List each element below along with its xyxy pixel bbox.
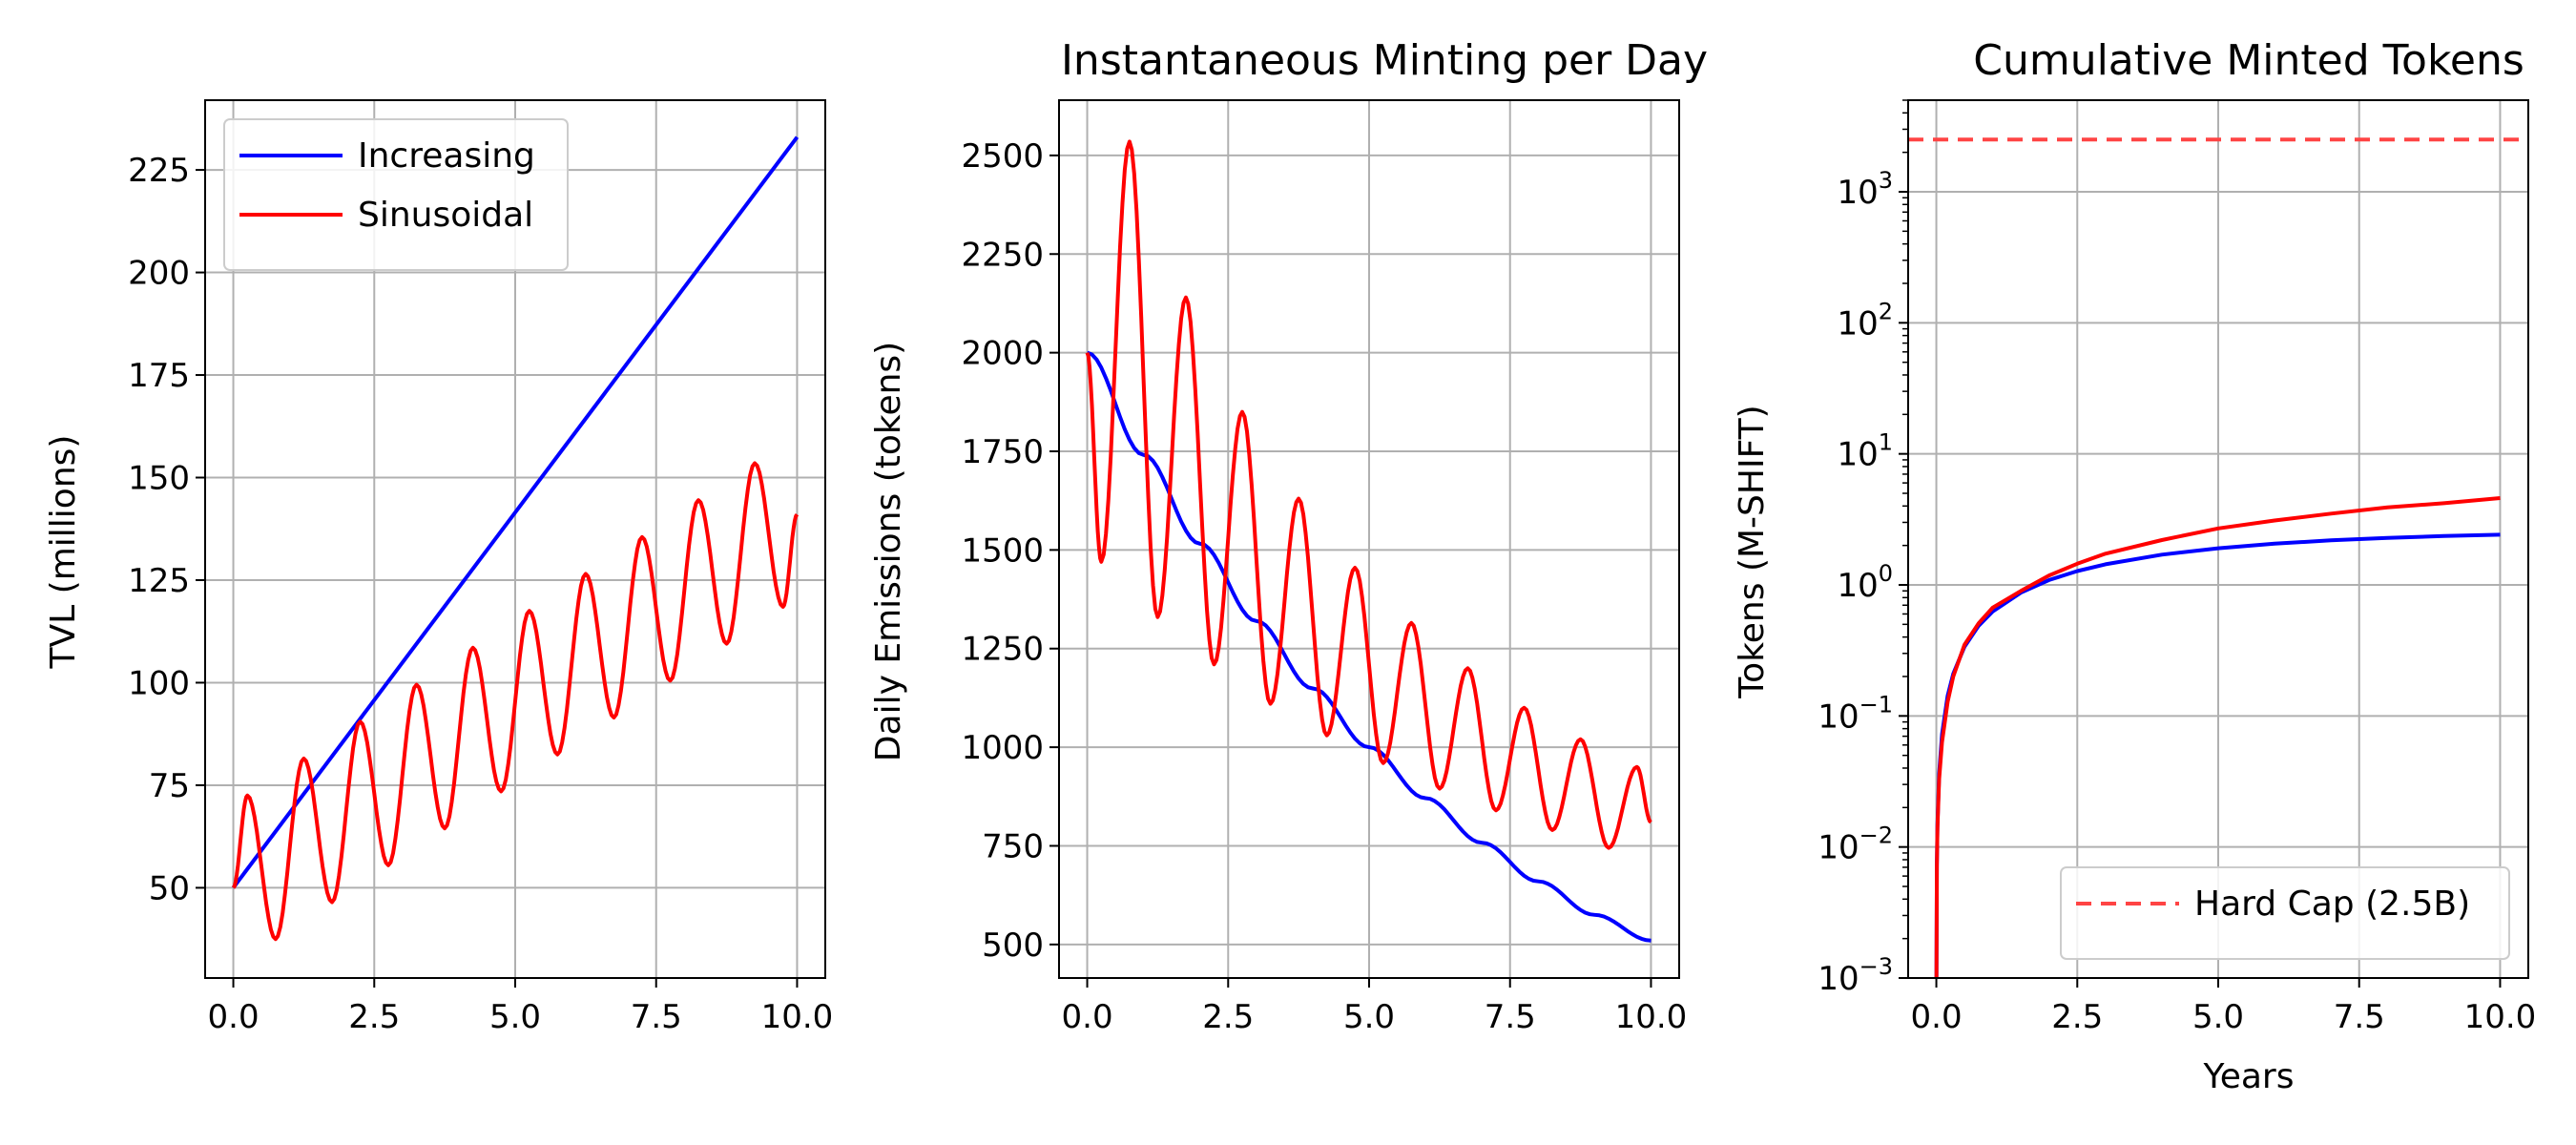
tvl-legend-label-increasing: Increasing (358, 136, 535, 176)
daily-emissions-y-tick-label: 1000 (961, 729, 1044, 767)
tvl-y-tick-label: 100 (128, 664, 190, 702)
cumulative-series-group (1908, 137, 2528, 978)
cumulative-minted-y-axis-label: Tokens (M-SHIFT) (1733, 405, 1772, 698)
tvl-x-tick-label: 5.0 (489, 998, 541, 1036)
cumulative-grid (1908, 100, 2528, 979)
cumulative-legend-box (2060, 866, 2510, 960)
tvl-x-tick-label: 0.0 (208, 998, 260, 1036)
daily-emissions-series-blue-line (1086, 350, 1652, 943)
daily-emissions-y-tick-label: 2000 (961, 335, 1044, 373)
tvl-y-tick-label: 50 (149, 869, 190, 907)
tvl-y-tick-label: 75 (149, 767, 190, 805)
tvl-y-axis-label: TVL (millions) (44, 435, 83, 670)
tvl-legend: Increasing Sinusoidal (223, 118, 569, 271)
daily-emissions-y-tick-label: 750 (982, 827, 1044, 865)
daily-emissions-x-tick-label: 5.0 (1343, 998, 1395, 1036)
cumulative-y-tick-label: 10−3 (1818, 953, 1893, 998)
daily-emissions-grid (1059, 100, 1679, 978)
cumulative-x-tick-label: 10.0 (2464, 998, 2537, 1036)
cumulative-x-tick-label: 2.5 (2051, 998, 2103, 1036)
cumulative-series-red-line (1934, 496, 2501, 978)
cumulative-y-tick-label: 102 (1837, 298, 1893, 343)
cumulative-y-tick-label: 10−1 (1818, 691, 1893, 736)
daily-emissions-y-axis-label: Daily Emissions (tokens) (869, 342, 908, 761)
daily-emissions-y-tick-label: 1750 (961, 433, 1044, 471)
daily-emissions-x-tick-label: 10.0 (1615, 998, 1688, 1036)
daily-emissions-series-group (1085, 139, 1652, 943)
cumulative-y-tick-label: 103 (1837, 167, 1893, 212)
tvl-x-tick-label: 7.5 (631, 998, 682, 1036)
cumulative-y-tick-label: 101 (1837, 429, 1893, 474)
cumulative-minted-panel: Cumulative Minted Tokens Tokens (M-SHIFT… (1733, 36, 2536, 1096)
cumulative-x-tick-label: 7.5 (2334, 998, 2385, 1036)
tvl-series-increasing-line (231, 135, 800, 889)
daily-emissions-x-tick-label: 0.0 (1062, 998, 1113, 1036)
tvl-x-tick-label: 10.0 (761, 998, 834, 1036)
cumulative-axes-frame (1907, 99, 2529, 979)
daily-emissions-y-tick-label: 500 (982, 926, 1044, 965)
tvl-y-tick-label: 200 (128, 255, 190, 293)
daily-emissions-series-red-line (1085, 139, 1652, 850)
cumulative-y-tick-label: 10−2 (1818, 822, 1893, 867)
tvl-panel: TVL (millions) 0.0 2.5 5.0 7.5 10.0 50 75 100 12… (44, 99, 833, 1036)
cumulative-minted-panel-title: Cumulative Minted Tokens (1973, 36, 2524, 85)
daily-emissions-x-tick-label: 7.5 (1485, 998, 1536, 1036)
cumulative-y-tick-label: 100 (1837, 560, 1893, 605)
cumulative-x-tick-label: 0.0 (1911, 998, 1963, 1036)
tvl-y-tick-label: 150 (128, 460, 190, 498)
daily-emissions-panel-title: Instantaneous Minting per Day (1061, 36, 1708, 85)
daily-emissions-y-tick-label: 1500 (961, 531, 1044, 570)
tvl-ticks: 0.0 2.5 5.0 7.5 10.0 50 75 100 125 150 175 200 225 (128, 152, 833, 1036)
tvl-x-tick-label: 2.5 (348, 998, 400, 1036)
cumulative-legend: Hard Cap (2.5B) (2060, 866, 2510, 960)
daily-emissions-ticks: 0.0 2.5 5.0 7.5 10.0 500 750 1000 1250 1500 1750 20… (961, 137, 1687, 1036)
tvl-axes-frame (204, 99, 826, 979)
daily-emissions-x-tick-label: 2.5 (1202, 998, 1254, 1036)
tvl-y-tick-label: 225 (128, 152, 190, 190)
tvl-y-tick-label: 175 (128, 357, 190, 395)
daily-emissions-y-tick-label: 2250 (961, 236, 1044, 274)
cumulative-minted-x-axis-label: Years (2203, 1057, 2295, 1096)
daily-emissions-y-tick-label: 2500 (961, 137, 1044, 176)
cumulative-x-tick-label: 5.0 (2192, 998, 2244, 1036)
daily-emissions-axes-frame (1058, 99, 1680, 979)
cumulative-legend-label-hard-cap-2-5b: Hard Cap (2.5B) (2194, 885, 2470, 924)
tvl-y-tick-label: 125 (128, 562, 190, 600)
tvl-series-sinusoidal-line (231, 461, 800, 942)
tvl-legend-label-sinusoidal: Sinusoidal (358, 196, 533, 235)
daily-emissions-y-tick-label: 1250 (961, 631, 1044, 669)
tvl-series-group (231, 135, 800, 942)
daily-emissions-panel: Instantaneous Minting per Day Daily Emis… (869, 36, 1708, 1036)
